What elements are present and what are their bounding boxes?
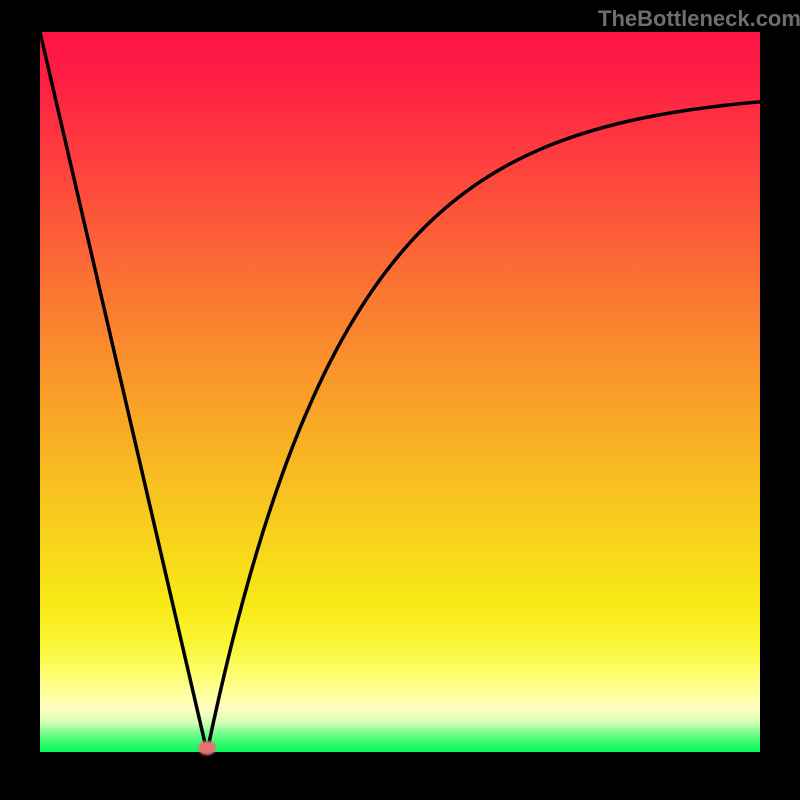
curve-layer (40, 32, 760, 752)
watermark-text: TheBottleneck.com (598, 6, 800, 32)
optimal-point-marker (198, 741, 216, 755)
plot-area (40, 32, 760, 752)
bottleneck-curve (40, 32, 760, 752)
